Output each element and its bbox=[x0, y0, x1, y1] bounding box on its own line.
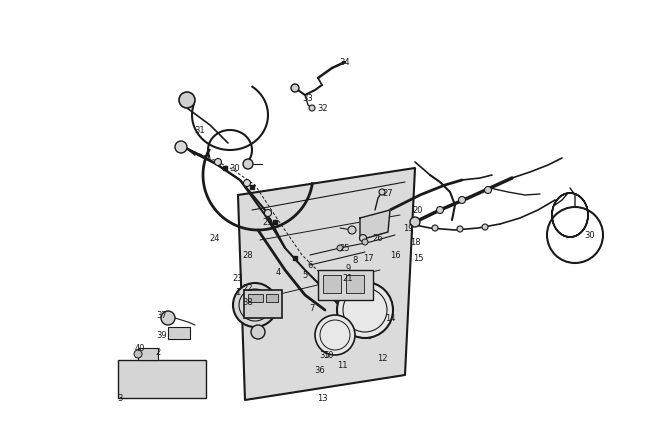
Circle shape bbox=[484, 186, 491, 194]
Circle shape bbox=[359, 234, 367, 241]
Bar bbox=[323, 275, 341, 293]
Text: 19: 19 bbox=[403, 224, 413, 233]
Circle shape bbox=[244, 180, 250, 186]
Text: 30: 30 bbox=[229, 164, 240, 172]
Bar bbox=[244, 290, 282, 318]
Circle shape bbox=[379, 189, 385, 195]
Circle shape bbox=[432, 225, 438, 231]
Text: 37: 37 bbox=[157, 310, 168, 319]
Text: 7: 7 bbox=[309, 303, 315, 313]
Polygon shape bbox=[360, 210, 390, 240]
Text: 28: 28 bbox=[242, 250, 254, 259]
Circle shape bbox=[243, 159, 253, 169]
Circle shape bbox=[179, 92, 195, 108]
Text: 16: 16 bbox=[390, 250, 400, 259]
Text: 4: 4 bbox=[276, 267, 281, 276]
Circle shape bbox=[161, 311, 175, 325]
Text: 26: 26 bbox=[372, 233, 384, 242]
Circle shape bbox=[362, 239, 368, 245]
Polygon shape bbox=[238, 168, 415, 400]
Text: 39: 39 bbox=[157, 331, 167, 340]
Text: 32: 32 bbox=[318, 103, 328, 112]
Text: 40: 40 bbox=[135, 344, 145, 353]
Circle shape bbox=[233, 283, 277, 327]
Circle shape bbox=[291, 84, 299, 92]
Text: 24: 24 bbox=[210, 233, 220, 242]
Circle shape bbox=[309, 105, 315, 111]
Text: 12: 12 bbox=[377, 353, 387, 362]
Text: 30: 30 bbox=[585, 231, 595, 240]
Circle shape bbox=[457, 226, 463, 232]
Bar bbox=[168, 327, 190, 339]
Circle shape bbox=[315, 315, 355, 355]
Circle shape bbox=[265, 210, 272, 216]
Text: 38: 38 bbox=[242, 297, 254, 306]
Text: 23: 23 bbox=[233, 273, 243, 283]
Text: 15: 15 bbox=[413, 254, 423, 263]
Circle shape bbox=[348, 226, 356, 234]
Text: 8: 8 bbox=[352, 255, 358, 264]
Text: 27: 27 bbox=[383, 189, 393, 198]
Text: 2: 2 bbox=[155, 348, 161, 357]
Circle shape bbox=[458, 197, 465, 203]
Text: 9: 9 bbox=[345, 263, 350, 272]
Text: 22: 22 bbox=[242, 284, 254, 293]
Bar bbox=[248, 294, 263, 302]
Text: 1: 1 bbox=[235, 288, 240, 297]
Bar bbox=[118, 360, 206, 398]
Text: 3: 3 bbox=[117, 393, 123, 402]
Circle shape bbox=[175, 141, 187, 153]
Bar bbox=[266, 294, 278, 302]
Text: 18: 18 bbox=[410, 237, 421, 246]
Text: 36: 36 bbox=[315, 366, 326, 375]
Text: 34: 34 bbox=[340, 57, 350, 66]
Text: 29: 29 bbox=[263, 217, 273, 227]
Circle shape bbox=[134, 350, 142, 358]
Circle shape bbox=[214, 159, 222, 165]
Circle shape bbox=[482, 224, 488, 230]
Text: 25: 25 bbox=[340, 244, 350, 253]
Bar bbox=[138, 348, 158, 360]
Circle shape bbox=[251, 325, 265, 339]
Circle shape bbox=[410, 217, 420, 227]
Text: 6: 6 bbox=[307, 260, 313, 270]
Circle shape bbox=[337, 282, 393, 338]
Text: 13: 13 bbox=[317, 393, 328, 402]
Text: 33: 33 bbox=[303, 94, 313, 103]
Text: 5: 5 bbox=[302, 271, 307, 280]
Text: 10: 10 bbox=[323, 350, 333, 359]
Text: 35: 35 bbox=[320, 350, 330, 359]
Text: 11: 11 bbox=[337, 361, 347, 370]
Bar bbox=[318, 270, 373, 300]
Bar bbox=[346, 275, 364, 293]
Text: 17: 17 bbox=[363, 254, 373, 263]
Circle shape bbox=[437, 207, 443, 214]
Circle shape bbox=[337, 245, 343, 251]
Text: 21: 21 bbox=[343, 273, 353, 283]
Text: 31: 31 bbox=[195, 125, 205, 134]
Text: 20: 20 bbox=[413, 206, 423, 215]
Text: 14: 14 bbox=[385, 314, 395, 323]
